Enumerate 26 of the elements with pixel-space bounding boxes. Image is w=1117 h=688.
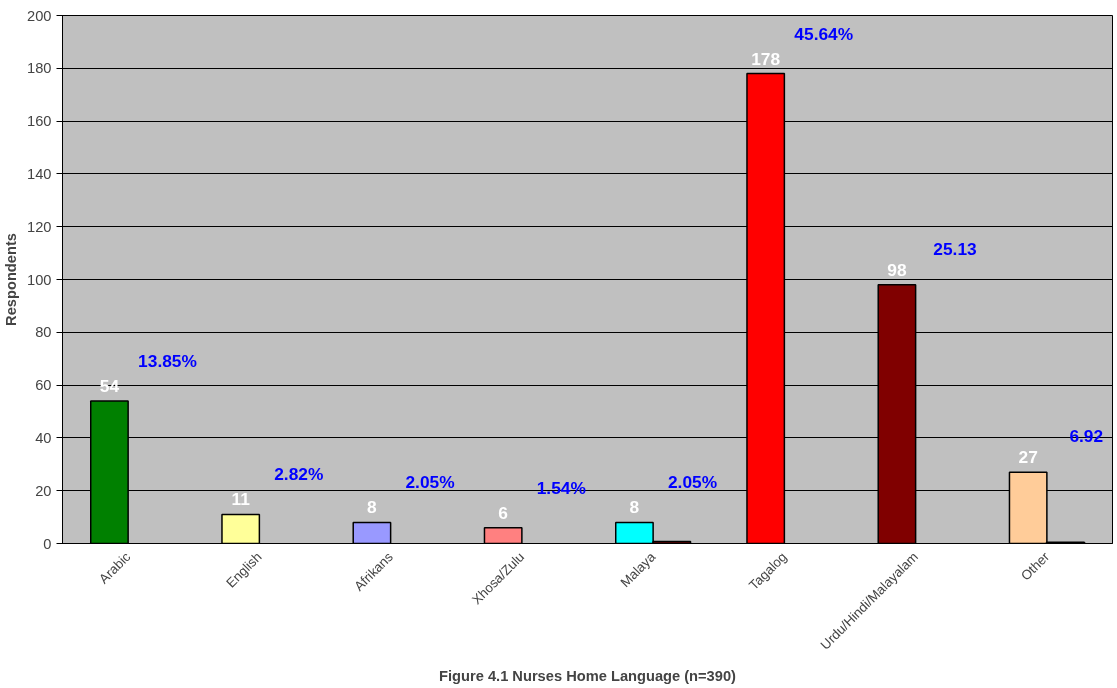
data-label: 27 — [1018, 447, 1038, 468]
y-tick-label: 120 — [27, 218, 52, 235]
text: Figure 4.1 Nurses Home Language (n=390) — [439, 667, 737, 684]
data-label: 8 — [367, 497, 378, 518]
y-tick-label: 60 — [35, 377, 52, 394]
data-label: 98 — [887, 259, 907, 280]
annotation: 2.82% — [274, 464, 324, 485]
y-tick-label: 80 — [35, 324, 52, 341]
y-tick-label: 0 — [43, 535, 52, 552]
y-tick-label: 140 — [27, 165, 52, 182]
y-tick-label: 180 — [27, 60, 52, 77]
data-label: 6 — [498, 502, 509, 523]
y-axis-title: Respondents — [3, 233, 20, 326]
annotation: 45.64% — [794, 23, 854, 44]
annotation: 2.05% — [667, 472, 718, 493]
y-tick-label: 40 — [35, 429, 52, 446]
data-label: 178 — [751, 48, 781, 69]
annotation: 2.05% — [405, 472, 455, 493]
annotation: 13.85% — [138, 350, 197, 371]
y-tick-label: 20 — [35, 482, 52, 499]
y-tick-label: 100 — [27, 271, 52, 288]
data-label: 8 — [629, 497, 640, 518]
y-tick-label: 200 — [27, 7, 52, 24]
data-label: 11 — [231, 489, 251, 510]
y-tick-label: 160 — [27, 113, 52, 130]
annotation: 25.13 — [933, 238, 978, 259]
